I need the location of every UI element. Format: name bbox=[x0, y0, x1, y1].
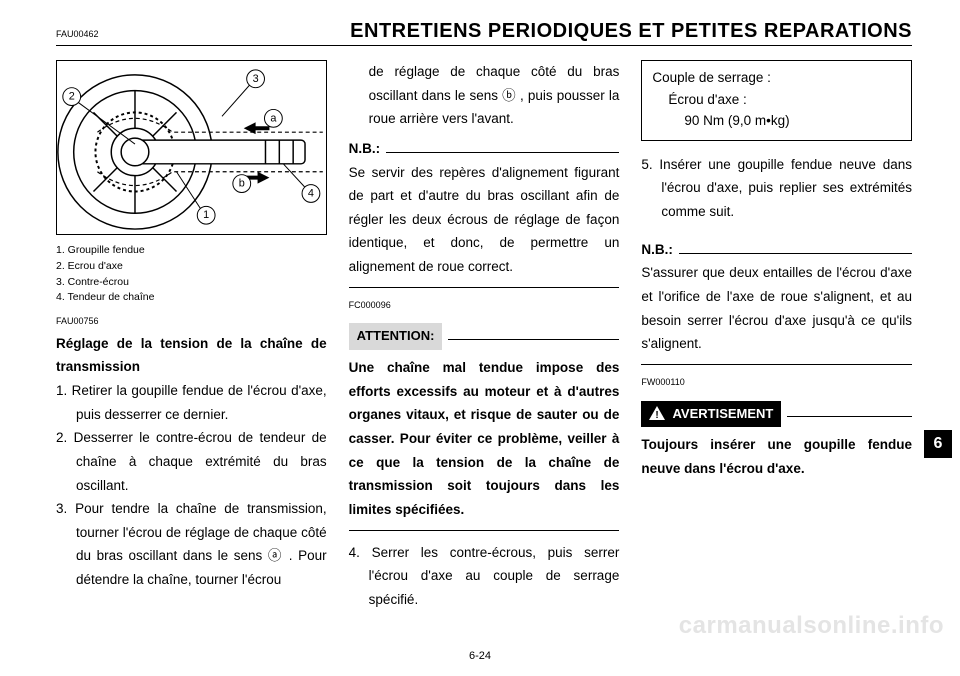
torque-spec-box: Couple de serrage : Écrou d'axe : 90 Nm … bbox=[641, 60, 912, 141]
note-header: N.B.: bbox=[349, 137, 620, 161]
torque-line: 90 Nm (9,0 m•kg) bbox=[652, 110, 901, 132]
note-label: N.B.: bbox=[641, 238, 673, 262]
continuation-text: de réglage de chaque côté du bras oscill… bbox=[349, 60, 620, 131]
warning-text: Toujours insérer une goupille fendue neu… bbox=[641, 433, 912, 480]
torque-line: Couple de serrage : bbox=[652, 67, 901, 89]
header-title: ENTRETIENS PERIODIQUES ET PETITES REPARA… bbox=[350, 20, 912, 43]
attention-label: ATTENTION: bbox=[349, 323, 443, 350]
attention-header: ATTENTION: bbox=[349, 323, 620, 350]
figure-wheel-chain: 2 3 4 1 a b bbox=[56, 60, 327, 235]
torque-line: Écrou d'axe : bbox=[652, 89, 901, 111]
svg-text:4: 4 bbox=[308, 187, 314, 199]
caption-line: 1. Groupille fendue bbox=[56, 243, 327, 259]
list-item: 5. Insérer une goupille fendue neuve dan… bbox=[641, 153, 912, 224]
svg-text:a: a bbox=[270, 112, 277, 124]
section-tab: 6 bbox=[924, 430, 952, 458]
rule bbox=[641, 364, 912, 365]
page-header: FAU00462 ENTRETIENS PERIODIQUES ET PETIT… bbox=[56, 20, 912, 46]
warning-label: ! AVERTISEMENT bbox=[641, 401, 781, 428]
figure-caption: 1. Groupille fendue 2. Ecrou d'axe 3. Co… bbox=[56, 243, 327, 306]
rule bbox=[448, 339, 619, 340]
section-heading: Réglage de la tension de la chaîne de tr… bbox=[56, 332, 327, 379]
note-label: N.B.: bbox=[349, 137, 381, 161]
column-3: Couple de serrage : Écrou d'axe : 90 Nm … bbox=[641, 60, 912, 611]
rule bbox=[787, 416, 912, 417]
ref-code: FC000096 bbox=[349, 298, 620, 314]
note-text: S'assurer que deux entailles de l'écrou … bbox=[641, 261, 912, 356]
header-code: FAU00462 bbox=[56, 29, 99, 39]
rule bbox=[679, 253, 912, 254]
rule bbox=[349, 287, 620, 288]
caption-line: 2. Ecrou d'axe bbox=[56, 259, 327, 275]
note-header: N.B.: bbox=[641, 238, 912, 262]
caption-line: 3. Contre-écrou bbox=[56, 275, 327, 291]
warning-triangle-icon: ! bbox=[649, 406, 665, 420]
note-text: Se servir des repères d'alignement figur… bbox=[349, 161, 620, 279]
svg-text:!: ! bbox=[656, 410, 659, 420]
caption-line: 4. Tendeur de chaîne bbox=[56, 290, 327, 306]
column-2: de réglage de chaque côté du bras oscill… bbox=[349, 60, 620, 611]
warning-header: ! AVERTISEMENT bbox=[641, 401, 912, 428]
column-1: 2 3 4 1 a b 1. Groupille fendue bbox=[56, 60, 327, 611]
svg-text:1: 1 bbox=[203, 209, 209, 221]
svg-text:b: b bbox=[239, 178, 245, 190]
ref-code: FW000110 bbox=[641, 375, 912, 391]
warning-label-text: AVERTISEMENT bbox=[672, 406, 773, 421]
list-item: 2. Desserrer le contre-écrou de tendeur … bbox=[56, 426, 327, 497]
svg-text:3: 3 bbox=[253, 73, 259, 85]
svg-text:2: 2 bbox=[69, 91, 75, 103]
procedure-list: 4. Serrer les contre-écrous, puis serrer… bbox=[349, 541, 620, 612]
rule bbox=[386, 152, 619, 153]
procedure-list: 5. Insérer une goupille fendue neuve dan… bbox=[641, 153, 912, 224]
list-item: 3. Pour tendre la chaîne de transmission… bbox=[56, 497, 327, 592]
rule bbox=[349, 530, 620, 531]
page-number: 6-24 bbox=[0, 650, 960, 662]
list-item: 4. Serrer les contre-écrous, puis serrer… bbox=[349, 541, 620, 612]
procedure-list: 1. Retirer la goupille fendue de l'écrou… bbox=[56, 379, 327, 592]
ref-code: FAU00756 bbox=[56, 314, 327, 330]
list-item: 1. Retirer la goupille fendue de l'écrou… bbox=[56, 379, 327, 426]
watermark: carmanualsonline.info bbox=[679, 612, 944, 640]
attention-text: Une chaîne mal tendue impose des efforts… bbox=[349, 356, 620, 521]
